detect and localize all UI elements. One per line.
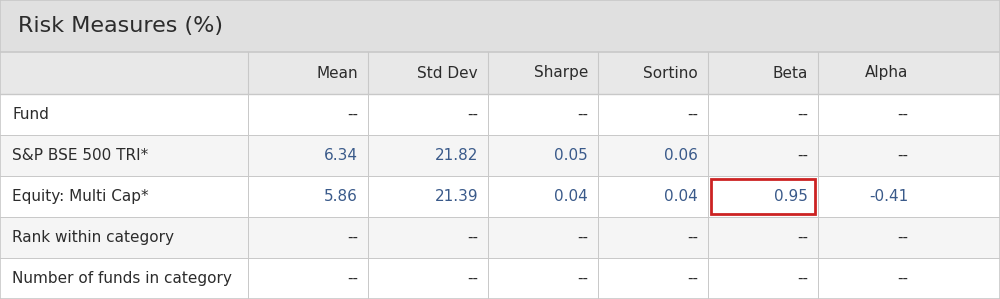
Text: Risk Measures (%): Risk Measures (%) xyxy=(18,16,223,36)
Text: S&P BSE 500 TRI*: S&P BSE 500 TRI* xyxy=(12,148,148,163)
Text: 6.34: 6.34 xyxy=(324,148,358,163)
Text: --: -- xyxy=(897,148,908,163)
Text: --: -- xyxy=(347,230,358,245)
Text: --: -- xyxy=(577,230,588,245)
Text: 21.82: 21.82 xyxy=(435,148,478,163)
Text: Sharpe: Sharpe xyxy=(534,65,588,80)
Bar xyxy=(0,176,1000,217)
Text: --: -- xyxy=(687,107,698,122)
Text: Sortino: Sortino xyxy=(643,65,698,80)
Text: --: -- xyxy=(467,230,478,245)
Text: --: -- xyxy=(347,271,358,286)
Text: 5.86: 5.86 xyxy=(324,189,358,204)
Text: Std Dev: Std Dev xyxy=(417,65,478,80)
Text: 0.04: 0.04 xyxy=(664,189,698,204)
Text: 0.95: 0.95 xyxy=(774,189,808,204)
Bar xyxy=(0,258,1000,299)
Text: Fund: Fund xyxy=(12,107,49,122)
Text: --: -- xyxy=(797,230,808,245)
Text: --: -- xyxy=(577,107,588,122)
Text: --: -- xyxy=(897,271,908,286)
Text: Rank within category: Rank within category xyxy=(12,230,174,245)
Text: Number of funds in category: Number of funds in category xyxy=(12,271,232,286)
Text: -0.41: -0.41 xyxy=(869,189,908,204)
Bar xyxy=(0,94,1000,135)
Bar xyxy=(711,179,815,214)
Text: --: -- xyxy=(347,107,358,122)
Bar xyxy=(0,0,1000,52)
Text: Equity: Multi Cap*: Equity: Multi Cap* xyxy=(12,189,149,204)
Text: Beta: Beta xyxy=(773,65,808,80)
Text: --: -- xyxy=(467,107,478,122)
Text: 0.05: 0.05 xyxy=(554,148,588,163)
Text: 0.06: 0.06 xyxy=(664,148,698,163)
Text: Alpha: Alpha xyxy=(865,65,908,80)
Text: --: -- xyxy=(797,271,808,286)
Text: Mean: Mean xyxy=(316,65,358,80)
Bar xyxy=(0,52,1000,94)
Text: --: -- xyxy=(577,271,588,286)
Text: --: -- xyxy=(687,230,698,245)
Text: --: -- xyxy=(687,271,698,286)
Text: --: -- xyxy=(467,271,478,286)
Text: 21.39: 21.39 xyxy=(434,189,478,204)
Bar xyxy=(0,217,1000,258)
Text: --: -- xyxy=(897,230,908,245)
Text: --: -- xyxy=(797,148,808,163)
Text: --: -- xyxy=(897,107,908,122)
Text: --: -- xyxy=(797,107,808,122)
Bar xyxy=(0,135,1000,176)
Text: 0.04: 0.04 xyxy=(554,189,588,204)
